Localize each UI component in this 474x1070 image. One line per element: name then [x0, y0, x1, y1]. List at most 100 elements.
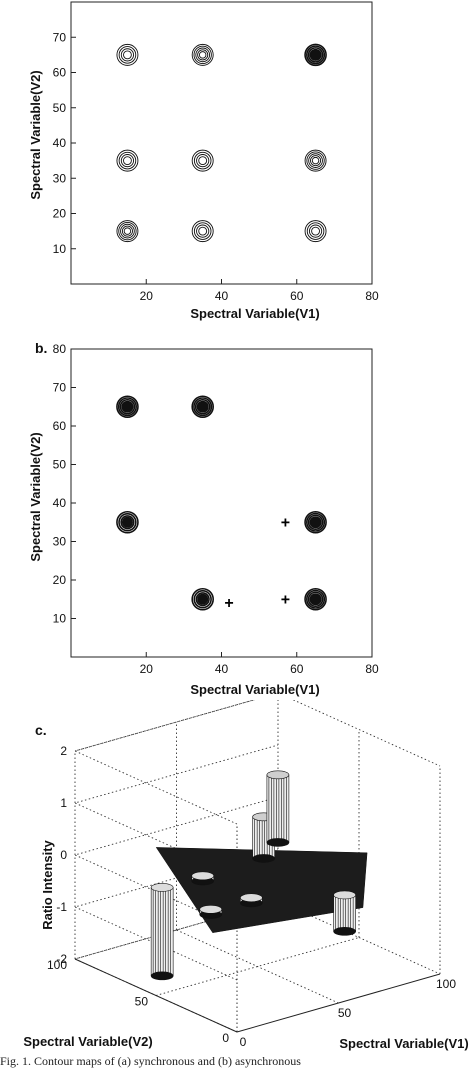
contour-ring	[117, 397, 137, 417]
y-tick-label: 20	[53, 207, 67, 221]
surface-pillar-down	[199, 905, 223, 919]
contour-ring	[198, 226, 208, 236]
plot-frame	[70, 348, 373, 658]
contour-ring	[116, 149, 139, 172]
plus-marker: +	[281, 591, 290, 608]
x-tick-label: 80	[365, 289, 379, 303]
pillar-opening	[150, 883, 174, 892]
chart-c-ylabel: Spectral Variable(V2)	[23, 1034, 152, 1049]
y-tick-label: 40	[53, 136, 67, 150]
pillar-opening	[333, 890, 356, 900]
surface-pillar-down	[333, 890, 356, 936]
contour-ring	[310, 155, 322, 167]
chart-c-xlabel: Spectral Variable(V1)	[339, 1036, 468, 1051]
contour-peak	[116, 220, 139, 243]
chart-b-marks: 20 40 60 80 10 20 30 40 50 60 70 80 + + +	[53, 342, 379, 676]
contour-ring	[120, 48, 135, 62]
pillar-opening	[191, 871, 215, 881]
y-tick-label: 40	[53, 496, 67, 510]
contour-peak	[191, 395, 214, 419]
chart-c-marks: -2 -1 0 1 2 0 50 100 0 50 100	[47, 700, 456, 1049]
surface-pillar-up	[266, 770, 290, 847]
contour-core	[310, 516, 322, 528]
contour-ring	[123, 50, 132, 60]
contour-ring	[191, 587, 214, 611]
contour-ring	[306, 512, 326, 532]
box-edge	[74, 700, 441, 767]
z-tick-label: -2	[56, 952, 67, 966]
figure-caption: Fig. 1. Contour maps of (a) synchronous …	[0, 1054, 301, 1068]
chart-b-xlabel: Spectral Variable(V1)	[190, 682, 319, 697]
contour-ring	[123, 156, 132, 166]
plot-frame	[70, 1, 373, 285]
x-tick-label: 40	[215, 662, 229, 676]
contour-ring	[195, 592, 210, 607]
y-tick-label: 30	[53, 535, 67, 549]
y-tick-label: 70	[53, 30, 67, 44]
contour-ring	[197, 49, 209, 61]
contour-core	[197, 593, 209, 605]
contour-ring	[196, 154, 210, 168]
contour-ring	[193, 590, 212, 609]
contour-peak	[304, 149, 327, 172]
contour-peak	[304, 510, 327, 534]
contour-ring	[198, 156, 208, 166]
contour-ring	[304, 220, 327, 243]
contour-ring	[311, 226, 320, 236]
x-tick-label: 100	[436, 977, 456, 991]
x-axis	[236, 973, 441, 1033]
surface-pillar-down	[240, 893, 263, 908]
contour-ring	[119, 398, 136, 415]
contour-ring	[116, 43, 139, 66]
x-tick-label: 40	[215, 289, 229, 303]
contour-core	[310, 49, 322, 61]
pillar-opening	[240, 893, 263, 903]
chart-a-ylabel: Spectral Variable(V2)	[28, 70, 43, 199]
chart-b-ylabel: Spectral Variable(V2)	[28, 432, 43, 561]
contour-core	[197, 401, 209, 413]
contour-ring	[193, 397, 213, 417]
contour-core	[310, 593, 322, 605]
y-tick-label: 10	[53, 242, 67, 256]
contour-peak	[304, 43, 327, 67]
z-tick-label: 1	[60, 796, 67, 810]
pillar-cap	[333, 927, 356, 936]
x-tick-label: 20	[140, 662, 154, 676]
chart-c-zlabel: Ratio Intensity	[40, 839, 55, 929]
contour-ring	[118, 221, 137, 241]
contour-peak	[191, 220, 214, 243]
contour-ring	[123, 227, 132, 235]
contour-ring	[120, 154, 135, 168]
y-tick-label: 50	[53, 101, 67, 115]
panel-label-c: c.	[35, 722, 47, 738]
x-tick-label: 20	[140, 289, 154, 303]
contour-ring	[196, 224, 210, 238]
contour-ring	[307, 514, 324, 531]
contour-ring	[118, 46, 137, 64]
contour-ring	[193, 151, 212, 170]
pillar-side	[266, 774, 290, 843]
contour-ring	[195, 47, 211, 63]
contour-ring	[304, 587, 327, 611]
x-tick-label: 50	[338, 1006, 352, 1020]
contour-peak	[304, 587, 327, 611]
contour-core	[121, 401, 133, 413]
x-tick-label: 0	[240, 1035, 247, 1049]
x-tick-label: 60	[290, 662, 304, 676]
contour-ring	[306, 151, 325, 170]
y-tick-label: 70	[53, 381, 67, 395]
contour-ring	[307, 47, 324, 63]
chart-a-marks: 20 40 60 80 10 20 30 40 50 60 70	[53, 1, 379, 303]
pillar-cap	[266, 770, 290, 780]
chart-a: 20 40 60 80 10 20 30 40 50 60 70 Spectral Variable…	[28, 1, 379, 321]
contour-ring	[306, 45, 326, 65]
y-tick-label: 30	[53, 171, 67, 185]
contour-ring	[116, 395, 139, 419]
grid-line	[176, 929, 339, 1004]
contour-ring	[308, 153, 323, 168]
contour-ring	[191, 43, 214, 66]
contour-ring	[116, 220, 139, 243]
panel-label-b: b.	[35, 340, 47, 356]
contour-ring	[194, 398, 211, 415]
x-tick-label: 60	[290, 289, 304, 303]
